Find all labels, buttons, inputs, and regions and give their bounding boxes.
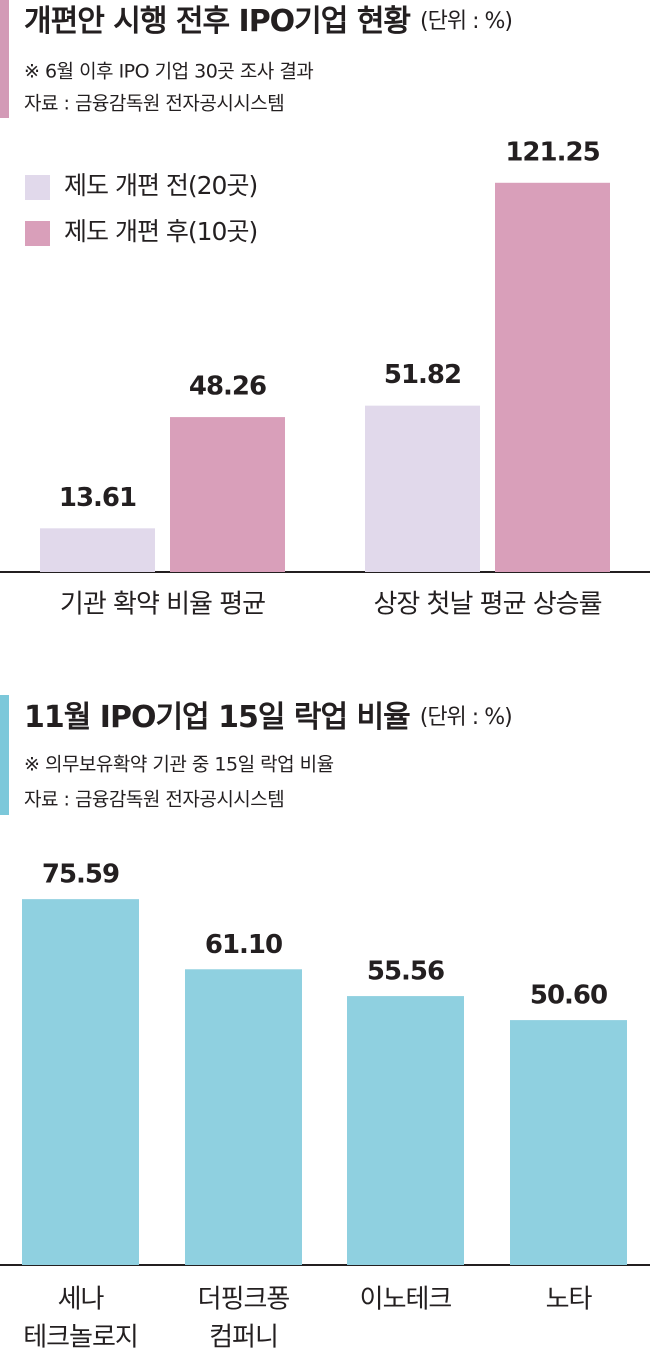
value-label: 51.82 <box>384 360 461 390</box>
note: ※ 의무보유확약 기관 중 15일 락업 비율 <box>24 754 334 776</box>
unit: (단위 : %) <box>420 9 512 34</box>
x-tick-label: 컴퍼니 <box>209 1323 278 1353</box>
bar <box>170 417 285 572</box>
legend-label: 제도 개편 후(10곳) <box>64 217 257 246</box>
x-tick-label: 노타 <box>546 1285 593 1315</box>
legend-swatch <box>25 175 50 200</box>
legend-label: 제도 개편 전(20곳) <box>64 171 257 200</box>
source: 자료 : 금융감독원 전자공시시스템 <box>24 789 284 811</box>
title-text: 개편안 시행 전후 IPO기업 현황 <box>24 4 410 39</box>
title-text: 11월 IPO기업 15일 락업 비율 <box>24 700 410 735</box>
bar <box>22 899 139 1265</box>
chart-title: 11월 IPO기업 15일 락업 비율 (단위 : %) <box>24 700 512 735</box>
accent-bar <box>0 695 9 815</box>
bar <box>347 996 464 1265</box>
value-label: 75.59 <box>42 860 119 890</box>
accent-bar <box>0 0 9 118</box>
bar <box>510 1020 627 1265</box>
legend-swatch <box>25 221 50 246</box>
value-label: 61.10 <box>205 930 282 960</box>
value-label: 48.26 <box>189 372 266 402</box>
value-label: 55.56 <box>367 957 444 987</box>
x-tick-label: 세나 <box>58 1285 105 1315</box>
x-tick-label: 더핑크퐁 <box>198 1285 290 1315</box>
bar <box>185 969 302 1265</box>
x-tick-label: 상장 첫날 평균 상승률 <box>373 590 601 620</box>
x-tick-label: 기관 확약 비율 평균 <box>60 590 265 620</box>
note: ※ 6월 이후 IPO 기업 30곳 조사 결과 <box>24 61 313 83</box>
bar <box>495 182 610 572</box>
x-tick-label: 이노테크 <box>360 1285 452 1315</box>
source: 자료 : 금융감독원 전자공시시스템 <box>24 93 284 115</box>
bar <box>365 405 480 572</box>
value-label: 121.25 <box>505 137 599 167</box>
value-label: 50.60 <box>530 981 607 1011</box>
chart-title: 개편안 시행 전후 IPO기업 현황 (단위 : %) <box>24 4 512 39</box>
value-label: 13.61 <box>59 483 136 513</box>
unit: (단위 : %) <box>420 705 512 730</box>
bar <box>40 528 155 572</box>
x-tick-label: 테크놀로지 <box>23 1323 138 1353</box>
